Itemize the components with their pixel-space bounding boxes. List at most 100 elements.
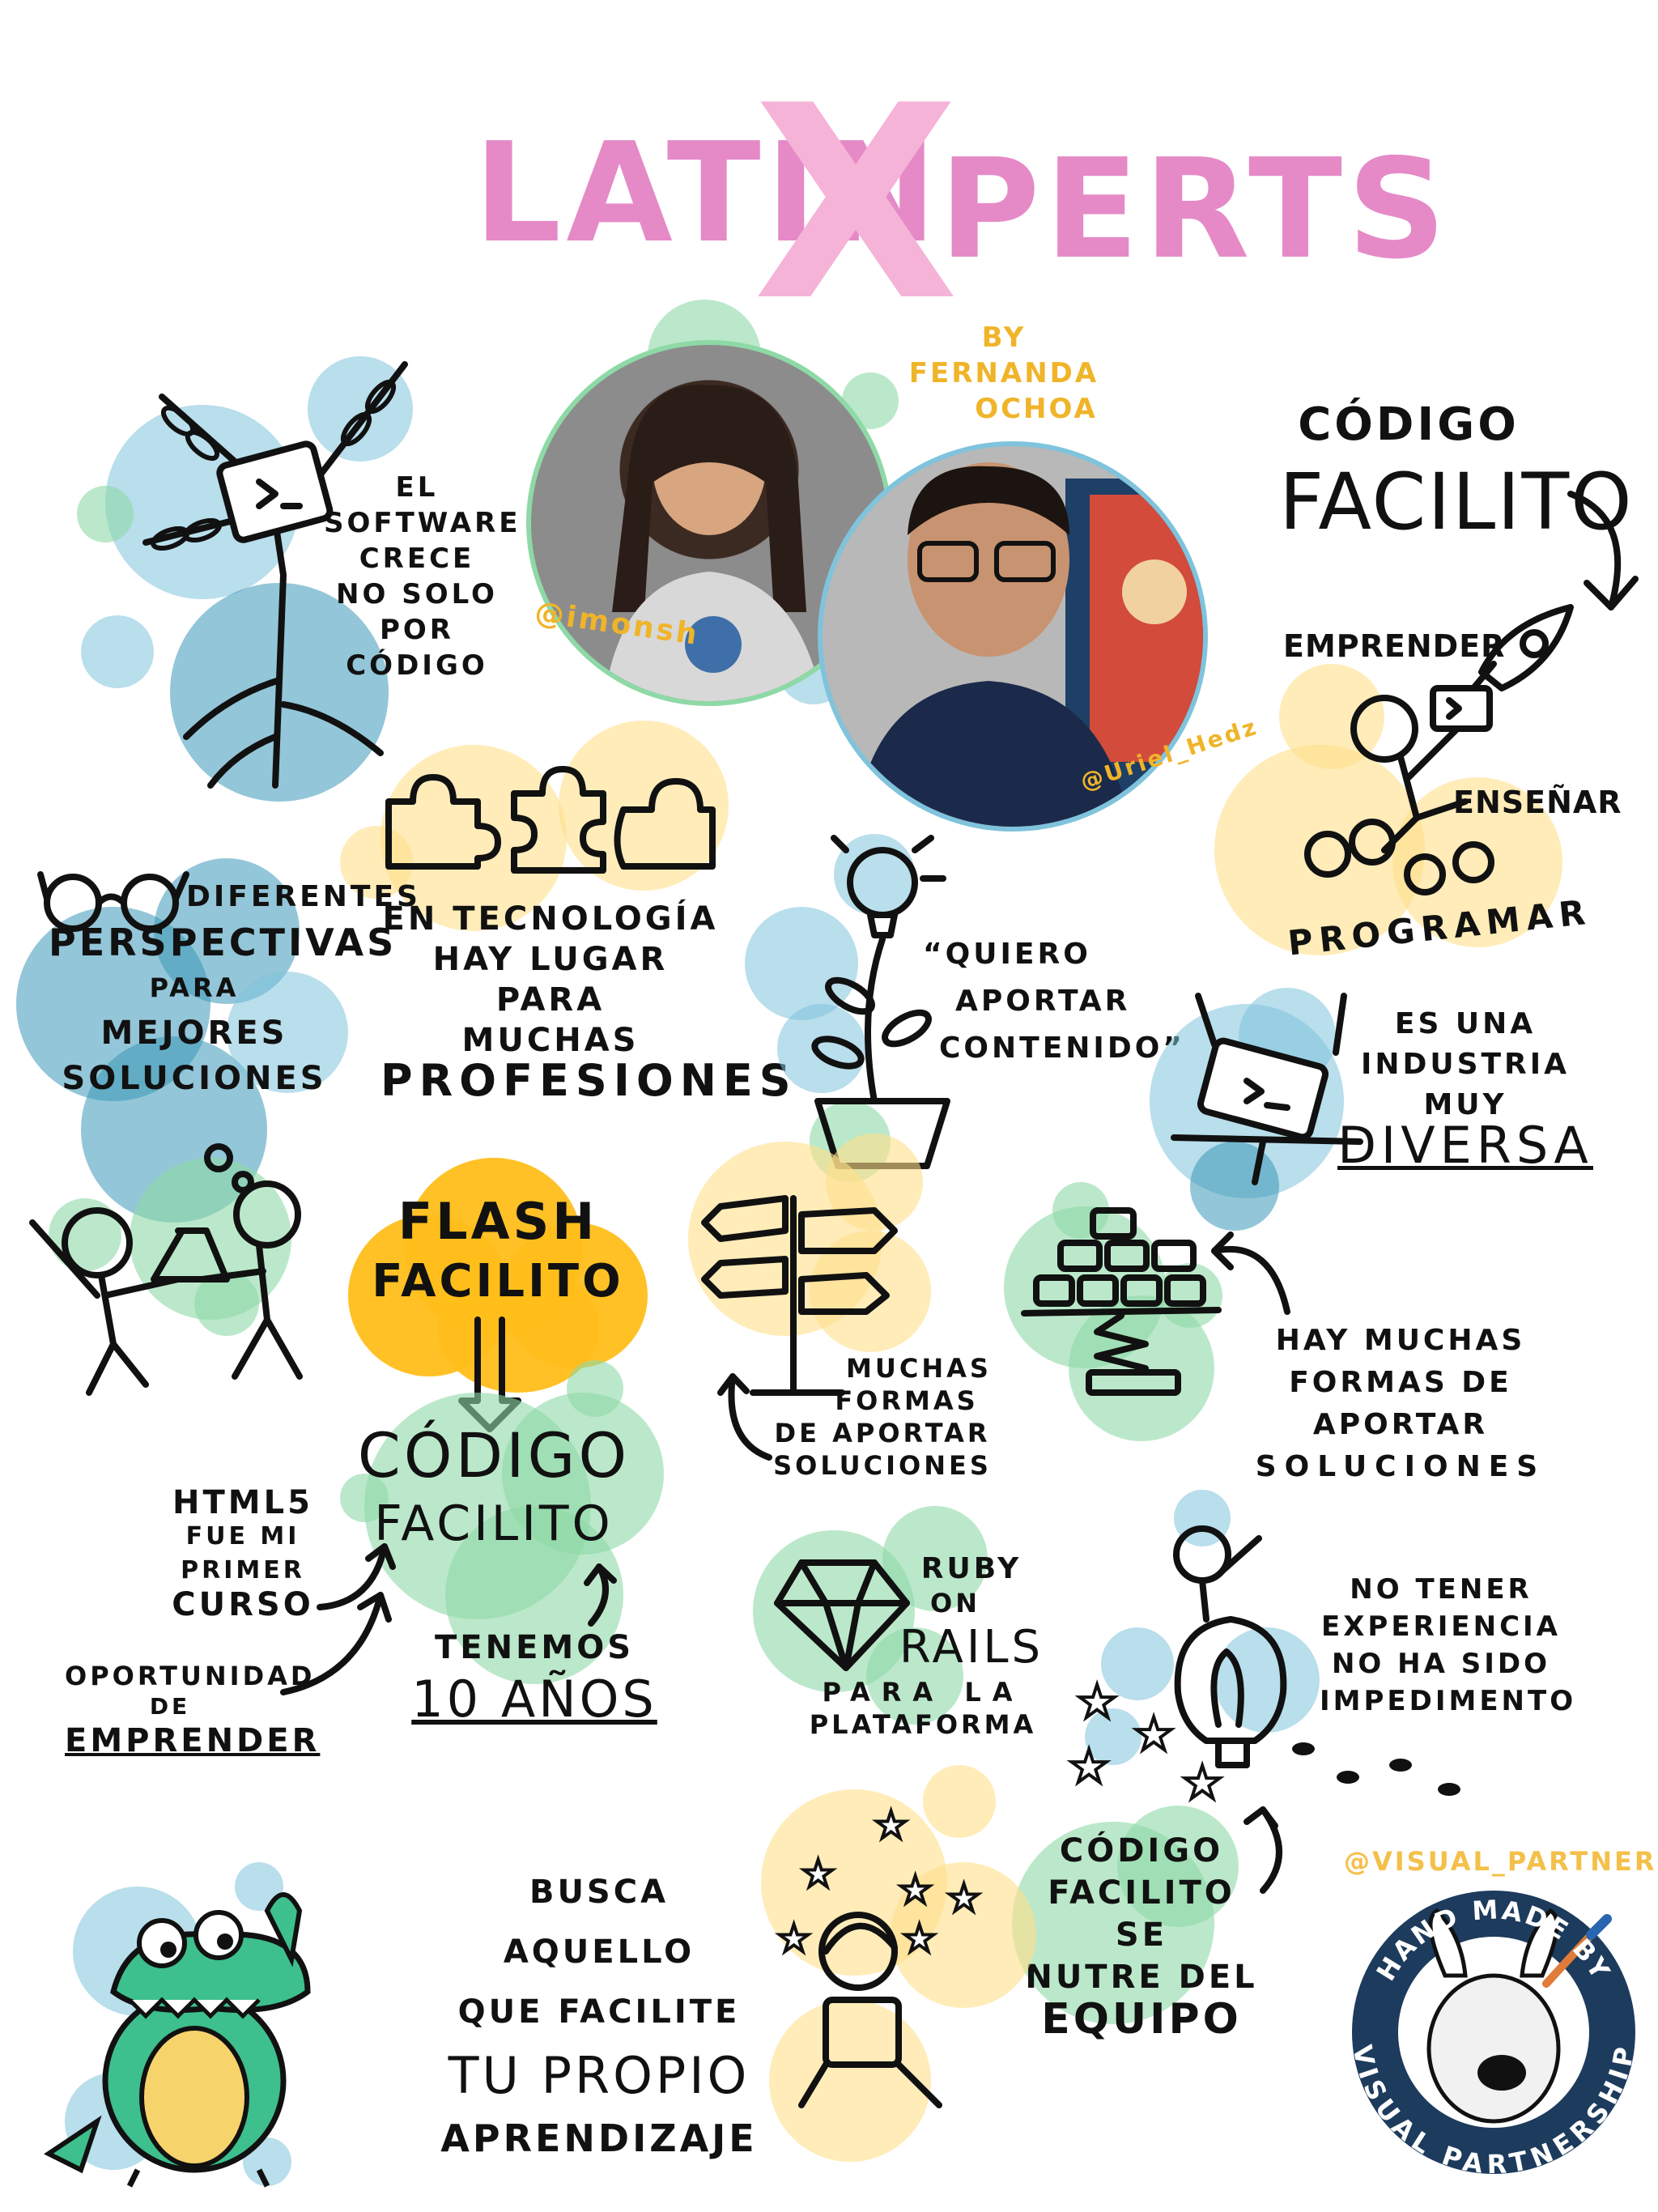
note-oportunidad: OPORTUNIDAD DE EMPRENDER xyxy=(65,1660,321,1761)
note-busca: BUSCA AQUELLO QUE FACILITE TU PROPIO APR… xyxy=(437,1862,761,2167)
balanced-blocks-icon xyxy=(1021,1207,1222,1396)
footprints-icon xyxy=(1292,1742,1460,1796)
note-line: TU PROPIO xyxy=(448,2046,750,2105)
note-experiencia: NO TENER EXPERIENCIA NO HA SIDO IMPEDIME… xyxy=(1320,1571,1573,1720)
note-line: OPORTUNIDAD xyxy=(65,1661,316,1691)
svg-text:★: ★ xyxy=(899,1868,932,1912)
note-flash: FLASH FACILITO xyxy=(356,1190,640,1310)
bg-bubble xyxy=(1190,1142,1279,1231)
note-line: CÓDIGO xyxy=(1059,1832,1224,1870)
scientists-icon xyxy=(29,1143,303,1396)
note-quiero: “QUIERO APORTAR CONTENIDO” xyxy=(923,931,1182,1072)
note-line: MUY xyxy=(1423,1088,1507,1121)
crocodile-icon xyxy=(44,1892,311,2188)
person-on-lightbulb-icon xyxy=(1173,1525,1287,1768)
note-line: SOLUCIONES xyxy=(1255,1450,1546,1483)
note-line: CRECE xyxy=(359,542,475,575)
note-line: PARA LA xyxy=(822,1677,1024,1708)
arrow-icon xyxy=(317,1543,396,1610)
bg-bubble xyxy=(1214,1627,1320,1733)
reader-stars-icon: ★ ★ ★ ★ ★ ★ xyxy=(776,1802,982,2108)
note-line: APRENDIZAJE xyxy=(440,2116,758,2160)
note-ensenar: ENSEÑAR xyxy=(1453,785,1622,820)
plant-lightbulb-icon xyxy=(811,835,950,1169)
person-laptop-icon xyxy=(1350,685,1493,853)
svg-text:★: ★ xyxy=(777,1916,810,1960)
note-line: NUTRE DEL xyxy=(1025,1959,1258,1996)
note-line: CURSO xyxy=(172,1586,314,1623)
note-line: TENEMOS xyxy=(434,1629,635,1666)
note-tecnologia: EN TECNOLOGÍA HAY LUGAR PARA MUCHAS PROF… xyxy=(380,899,791,1103)
note-line: SOLUCIONES xyxy=(62,1060,327,1097)
note-line: PARA xyxy=(149,972,240,1003)
curved-arrow-icon xyxy=(1244,1806,1282,1894)
note-line: ON xyxy=(930,1588,980,1619)
badge-top-text: HAND MADE BY xyxy=(1371,1894,1615,1986)
note-line: PRIMER xyxy=(181,1556,305,1585)
glasses-icon xyxy=(37,871,189,932)
note-line: FLASH xyxy=(397,1192,598,1251)
arrow-icon xyxy=(280,1592,392,1695)
note-tenemos: TENEMOS 10 AÑOS xyxy=(405,1627,664,1731)
star-icon: ★ xyxy=(1075,1674,1119,1730)
bg-bubble xyxy=(1117,1806,1239,1927)
note-codigo-facilito-top: CÓDIGO FACILITO xyxy=(1279,397,1632,551)
note-line: EXPERIENCIA xyxy=(1320,1610,1561,1643)
note-nutre: CÓDIGO FACILITO SE NUTRE DEL EQUIPO xyxy=(1020,1830,1263,2040)
svg-text:★: ★ xyxy=(874,1803,908,1847)
note-line: DIVERSA xyxy=(1337,1116,1593,1175)
signpost-icon xyxy=(701,1195,898,1396)
bg-bubble xyxy=(1101,1627,1174,1700)
person-silhouette-icon xyxy=(855,462,1203,827)
note-software: EL SOFTWARE CRECE NO SOLO POR CÓDIGO xyxy=(324,470,521,683)
handle-partner[interactable]: @VISUAL_PARTNER xyxy=(1344,1846,1657,1877)
note-line: APORTAR xyxy=(955,985,1131,1018)
note-line: PARA xyxy=(495,981,606,1019)
curved-arrow-icon xyxy=(717,1373,772,1461)
note-line: QUE FACILITE xyxy=(457,1993,741,2031)
bg-bubble xyxy=(340,1474,389,1522)
badge-text: HAND MADE BY VISUAL PARTNERSHIP xyxy=(1347,1894,1639,2180)
curved-arrow-icon xyxy=(1211,1231,1290,1315)
note-line: DE APORTAR xyxy=(774,1418,991,1448)
people-group-icon xyxy=(1304,819,1494,895)
svg-text:HAND MADE BY: HAND MADE BY xyxy=(1371,1894,1618,1986)
note-line: EMPRENDER xyxy=(65,1722,321,1759)
title-x: X xyxy=(753,49,964,359)
note-line: CÓDIGO xyxy=(346,649,488,682)
title-perts: PERTS xyxy=(939,130,1452,290)
note-line: EL xyxy=(395,471,439,504)
hand-made-badge: HAND MADE BY VISUAL PARTNERSHIP xyxy=(1347,1887,1639,2180)
note-codigo-center: CÓDIGO FACILITO xyxy=(356,1417,631,1555)
byline-line2: OCHOA xyxy=(975,393,1098,425)
badge-bottom-text: VISUAL PARTNERSHIP xyxy=(1347,2043,1639,2180)
note-line: RAILS xyxy=(899,1621,1044,1674)
rocket-icon xyxy=(1470,604,1574,691)
star-icon: ★ xyxy=(1132,1707,1175,1763)
note-line: FUE MI xyxy=(185,1522,300,1551)
svg-text:★: ★ xyxy=(947,1876,980,1920)
title-latin: LATIN xyxy=(474,113,942,274)
note-line: EQUIPO xyxy=(1041,1995,1242,2044)
bg-bubble xyxy=(1085,1708,1141,1765)
note-line: NO TENER xyxy=(1350,1573,1533,1606)
person-silhouette-icon xyxy=(604,385,823,701)
note-emprender: EMPRENDER xyxy=(1283,628,1506,664)
note-line: “QUIERO xyxy=(923,938,1091,971)
badge-ring xyxy=(1352,1891,1635,2174)
note-hay-muchas: HAY MUCHAS FORMAS DE APORTAR SOLUCIONES xyxy=(1247,1320,1554,1488)
tree-laptop-icon xyxy=(142,361,408,789)
note-line: INDUSTRIA xyxy=(1360,1048,1571,1081)
gem-icon xyxy=(774,1559,910,1671)
puzzle-pieces-icon xyxy=(385,766,716,874)
note-line: SOLUCIONES xyxy=(773,1450,992,1481)
star-icon: ★ xyxy=(1067,1739,1111,1795)
bg-bubble xyxy=(81,615,154,688)
curved-arrow-icon xyxy=(1567,491,1639,610)
note-diversa: ES UNA INDUSTRIA MUY DIVERSA xyxy=(1336,1004,1595,1174)
note-line: FACILITO SE xyxy=(1048,1874,1235,1954)
note-ruby: RUBY ON RAILS PARA LA PLATAFORMA xyxy=(801,1551,1044,1741)
note-line: SOFTWARE xyxy=(324,507,521,539)
note-line: APORTAR xyxy=(1312,1408,1489,1441)
svg-text:★: ★ xyxy=(801,1852,835,1895)
